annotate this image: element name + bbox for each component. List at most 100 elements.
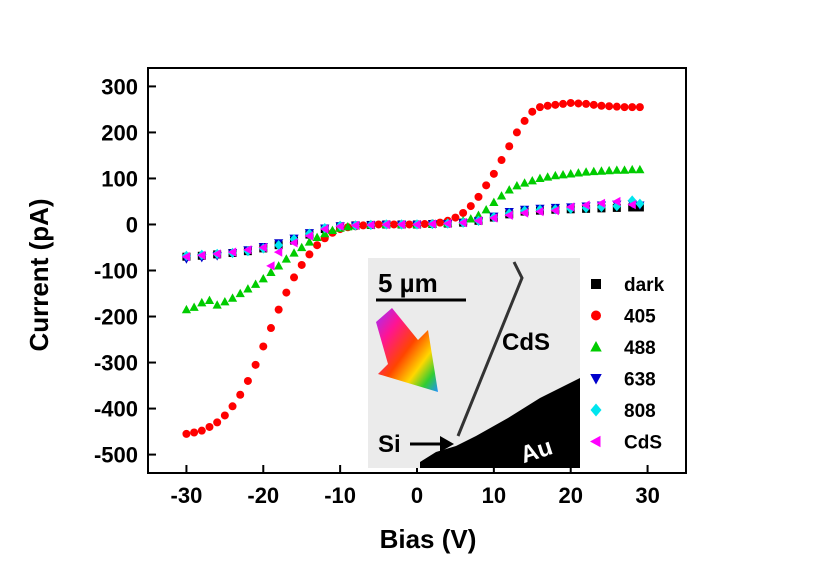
x-axis-title: Bias (V) xyxy=(380,524,477,554)
legend-marker xyxy=(591,279,601,289)
data-point xyxy=(489,213,498,223)
data-point xyxy=(412,219,421,230)
x-tick-label: -10 xyxy=(324,483,356,508)
data-point xyxy=(290,273,299,282)
data-point xyxy=(220,296,230,306)
data-point xyxy=(405,220,414,229)
data-point xyxy=(597,101,606,110)
data-point xyxy=(227,247,237,257)
axes: -30 -20 -10 0 10 20 303002001000-100-200-300-4… xyxy=(94,74,660,508)
data-point xyxy=(189,302,199,311)
data-point xyxy=(274,239,284,251)
data-point xyxy=(565,202,575,212)
series-cds xyxy=(181,196,636,271)
data-point xyxy=(281,254,291,263)
data-point xyxy=(266,324,275,333)
data-point xyxy=(596,166,607,175)
data-point xyxy=(489,169,498,178)
data-point xyxy=(581,167,591,176)
y-tick-label: -300 xyxy=(94,351,138,376)
data-point xyxy=(396,219,406,230)
data-point xyxy=(535,173,545,183)
light-arrow xyxy=(376,308,438,392)
x-tick-label: -30 xyxy=(171,483,203,508)
data-point xyxy=(313,241,322,250)
data-point xyxy=(374,220,383,229)
data-point xyxy=(220,411,229,420)
legend-label: CdS xyxy=(624,433,662,454)
data-point xyxy=(604,165,614,175)
legend: dark 405 488 638 808 CdS xyxy=(590,275,665,454)
data-point xyxy=(497,156,506,165)
data-point xyxy=(482,181,491,190)
data-point xyxy=(190,428,199,437)
data-point xyxy=(520,178,530,187)
x-tick-label: 0 xyxy=(411,483,423,508)
data-point xyxy=(459,208,468,217)
legend-marker xyxy=(590,374,602,385)
data-point xyxy=(559,99,568,108)
data-point xyxy=(496,191,507,200)
data-point xyxy=(181,304,192,314)
data-point xyxy=(466,214,476,223)
data-point xyxy=(627,200,636,210)
sem-inset: 5 µm CdS Si Au xyxy=(368,258,580,469)
legend-label: 488 xyxy=(624,338,656,359)
data-point xyxy=(343,221,353,231)
data-point xyxy=(266,267,276,276)
data-point xyxy=(566,169,576,178)
cds-label: CdS xyxy=(502,329,550,356)
y-tick-label: 100 xyxy=(101,166,138,191)
series-layer xyxy=(181,98,645,438)
data-point xyxy=(451,213,460,222)
x-tick-label: 10 xyxy=(482,483,506,508)
data-point xyxy=(474,192,483,201)
data-point xyxy=(535,206,544,217)
data-point xyxy=(381,219,390,230)
data-point xyxy=(258,242,267,253)
data-point xyxy=(228,402,237,411)
data-point xyxy=(181,252,191,262)
data-point xyxy=(297,260,306,269)
data-point xyxy=(550,206,559,216)
data-point xyxy=(574,99,583,108)
data-point xyxy=(612,165,622,174)
data-point xyxy=(266,261,275,271)
data-point xyxy=(251,279,261,288)
data-point xyxy=(282,288,291,297)
data-point xyxy=(504,210,513,220)
data-point xyxy=(327,225,338,235)
data-point xyxy=(259,342,268,351)
scale-bar-label: 5 µm xyxy=(378,268,438,298)
legend-marker xyxy=(590,341,602,352)
data-point xyxy=(520,116,529,125)
data-point xyxy=(350,220,360,230)
data-point xyxy=(512,181,522,190)
data-point xyxy=(205,422,214,431)
data-point xyxy=(204,295,215,305)
data-point xyxy=(558,169,568,179)
data-point xyxy=(304,237,314,246)
data-point xyxy=(213,418,222,427)
data-point xyxy=(289,248,299,257)
data-point xyxy=(543,101,552,110)
legend-label: 808 xyxy=(624,401,656,422)
data-point xyxy=(197,426,206,435)
data-point xyxy=(473,210,484,219)
data-point xyxy=(251,360,260,369)
legend-marker xyxy=(590,403,602,417)
data-point xyxy=(566,98,575,107)
data-point xyxy=(305,250,314,259)
data-point xyxy=(635,164,645,174)
cds-nanowire xyxy=(456,261,524,437)
data-point xyxy=(366,220,375,230)
data-point xyxy=(605,102,614,111)
data-point xyxy=(582,99,591,108)
y-tick-label: -500 xyxy=(94,443,138,468)
data-point xyxy=(243,376,252,385)
data-point xyxy=(635,103,644,112)
data-point xyxy=(504,185,514,194)
legend-label: 638 xyxy=(624,370,656,391)
au-electrode xyxy=(420,378,580,468)
